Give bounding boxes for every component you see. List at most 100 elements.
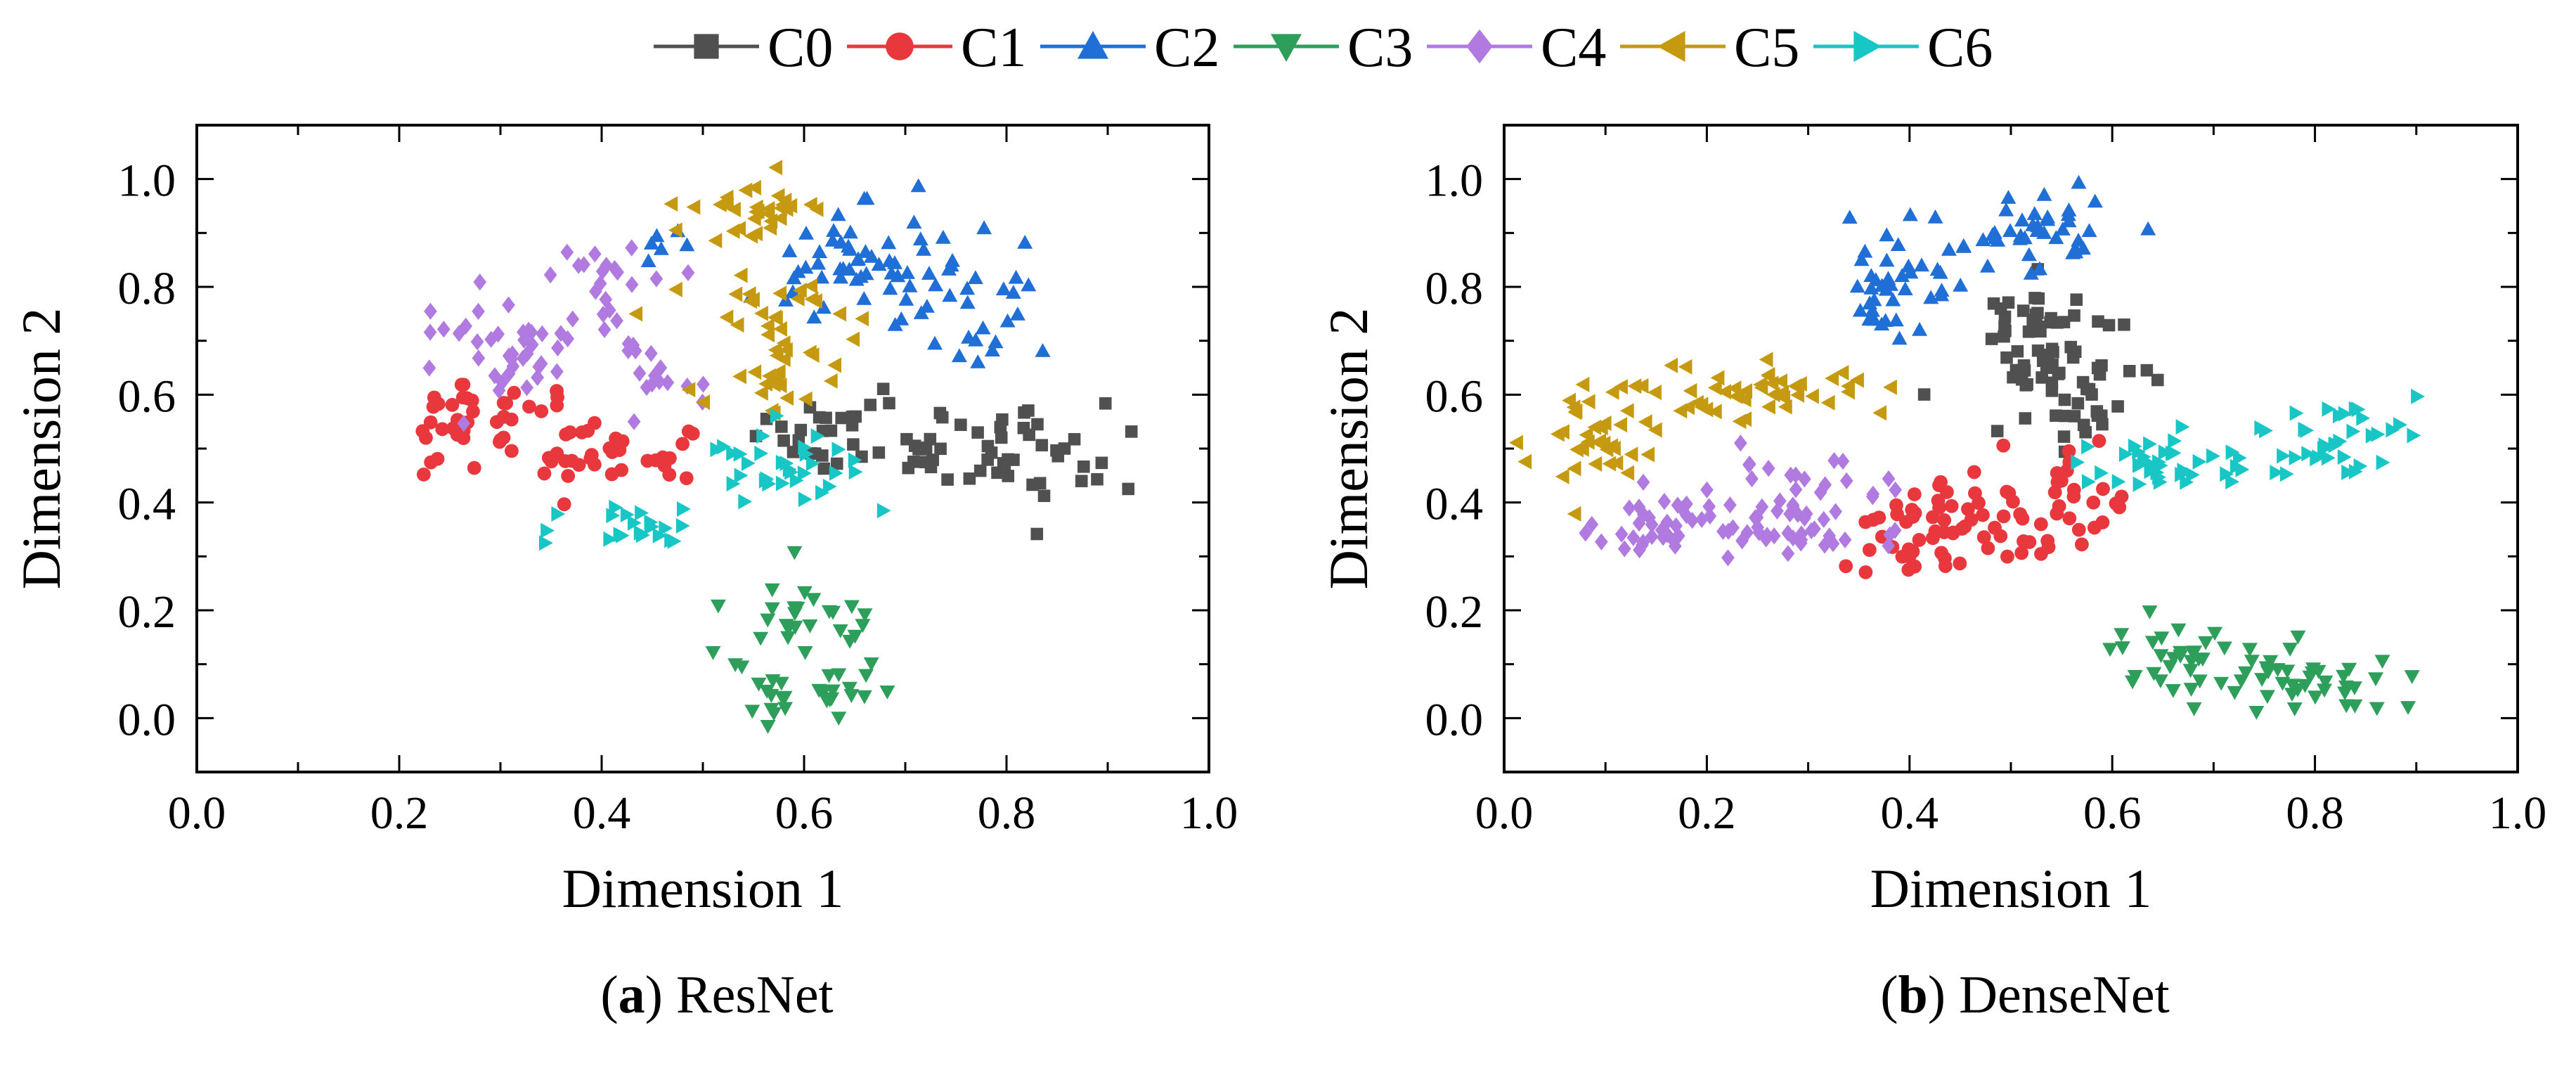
point-c3: [824, 684, 841, 699]
point-c2: [2014, 212, 2030, 227]
y-tick-label: 0.2: [118, 586, 176, 638]
point-c5: [1602, 456, 1617, 472]
point-c6: [2225, 474, 2239, 490]
caption-text: DenseNet: [1959, 965, 2170, 1024]
point-c1: [1862, 543, 1877, 557]
point-c6: [710, 442, 725, 458]
point-c0: [973, 464, 987, 477]
point-c5: [1717, 384, 1732, 400]
x-tick-label: 0.4: [573, 787, 631, 839]
point-c3: [2146, 667, 2162, 681]
legend-label-c3: C3: [1347, 17, 1413, 79]
point-c4: [596, 305, 610, 323]
point-c1: [2096, 482, 2110, 496]
point-c2: [786, 270, 802, 285]
point-c2: [857, 244, 874, 258]
point-c4: [1671, 496, 1685, 514]
point-c4: [543, 266, 557, 284]
point-c1: [431, 397, 446, 411]
point-c2: [1008, 269, 1024, 284]
point-c2: [1986, 225, 2002, 239]
point-c5: [1766, 387, 1780, 403]
point-c1: [1988, 520, 2002, 535]
point-c5: [772, 210, 787, 226]
point-c2: [1941, 241, 1957, 256]
point-c3: [2227, 686, 2243, 700]
point-c2: [1888, 312, 1904, 327]
point-c4: [522, 321, 536, 339]
legend-label-c1: C1: [961, 17, 1026, 79]
point-c2: [856, 291, 872, 305]
point-c2: [2048, 230, 2064, 245]
legend-marker-c3: [1271, 34, 1302, 62]
point-c6: [2225, 444, 2240, 461]
point-c5: [1614, 379, 1628, 395]
point-c4: [1771, 502, 1784, 520]
y-tick-label: 0.2: [1425, 586, 1484, 638]
point-c3: [734, 660, 750, 675]
point-c1: [1872, 510, 1886, 525]
legend-marker-c2: [1077, 31, 1108, 59]
point-c0: [981, 439, 995, 453]
point-c0: [2151, 373, 2164, 387]
point-c0: [2090, 405, 2104, 418]
point-c6: [798, 439, 813, 456]
point-c4: [1781, 545, 1795, 562]
point-c2: [1852, 302, 1868, 317]
point-c2: [2071, 233, 2087, 247]
point-c2: [976, 220, 992, 235]
legend-label-c0: C0: [768, 17, 833, 79]
point-c1: [1968, 486, 1982, 501]
point-c3: [778, 619, 794, 633]
point-c5: [1587, 419, 1602, 435]
point-c0: [883, 397, 895, 410]
point-c5: [768, 160, 783, 176]
point-c3: [2183, 683, 2199, 697]
caption-letter: b: [1898, 965, 1928, 1024]
point-c2: [2032, 261, 2047, 276]
point-c3: [2166, 652, 2182, 667]
point-c4: [436, 321, 451, 338]
point-c4: [1813, 484, 1827, 501]
point-c3: [2286, 702, 2303, 716]
point-c1: [662, 468, 677, 482]
point-c5: [1509, 435, 1523, 451]
point-c2: [2054, 221, 2071, 236]
point-c0: [1023, 428, 1035, 442]
point-c4: [1685, 512, 1699, 529]
point-c4: [1595, 533, 1608, 551]
x-tick-label: 0.6: [2083, 787, 2142, 839]
point-c5: [733, 267, 748, 283]
point-c1: [1976, 508, 1990, 522]
point-c4: [1826, 535, 1840, 553]
point-c2: [2140, 221, 2156, 236]
point-c3: [2279, 664, 2296, 679]
y-tick-label: 0.8: [1425, 263, 1484, 314]
point-c6: [2301, 446, 2316, 462]
point-c2: [2081, 223, 2097, 238]
point-c2: [988, 334, 1004, 349]
point-c4: [1700, 481, 1714, 499]
point-c0: [996, 413, 1009, 426]
point-c4: [1734, 435, 1747, 452]
point-c3: [2192, 674, 2208, 689]
point-c0: [2070, 293, 2083, 306]
point-c1: [1944, 499, 1959, 513]
point-c2: [2000, 190, 2017, 204]
point-c1: [681, 424, 696, 439]
x-tick-label: 0.4: [1881, 787, 1939, 839]
point-c2: [842, 224, 858, 239]
point-c6: [2220, 466, 2234, 482]
point-c2: [900, 265, 915, 279]
point-c4: [484, 330, 498, 348]
point-c0: [963, 472, 976, 485]
point-c0: [2102, 319, 2116, 332]
point-c1: [1938, 551, 1952, 565]
point-c3: [2162, 660, 2178, 674]
point-c2: [1842, 210, 1858, 224]
point-c1: [1967, 465, 1981, 480]
point-c6: [2168, 433, 2182, 449]
point-c1: [571, 458, 586, 472]
x-tick-label: 1.0: [2489, 787, 2547, 839]
point-c0: [971, 426, 984, 439]
